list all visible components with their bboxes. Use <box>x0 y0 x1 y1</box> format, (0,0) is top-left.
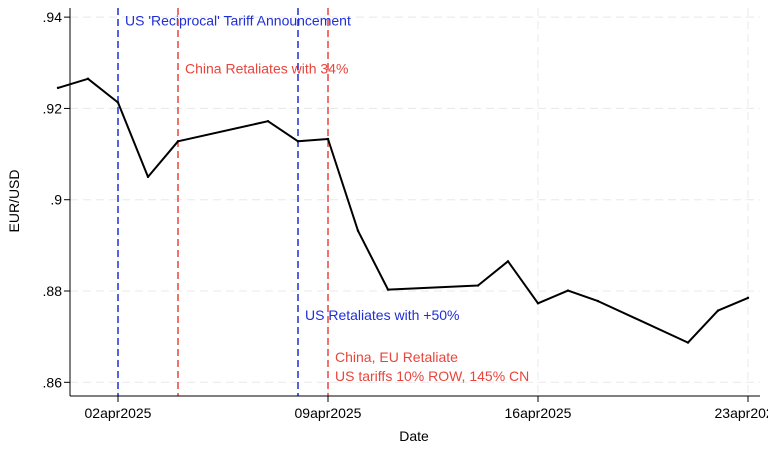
data-point <box>326 137 330 141</box>
x-axis-title: Date <box>399 428 429 444</box>
series-group <box>56 77 750 344</box>
data-point <box>596 299 600 303</box>
data-point <box>356 229 360 232</box>
event-label: US Retaliates with +50% <box>305 307 459 323</box>
x-tick-label: 09apr2025 <box>295 405 362 421</box>
y-tick-label: .94 <box>43 9 63 25</box>
y-axis-title: EUR/USD <box>6 169 22 232</box>
data-point <box>506 260 510 263</box>
y-tick-label: .9 <box>50 192 62 208</box>
data-point <box>686 341 690 344</box>
x-tick-label: 16apr2025 <box>505 405 572 421</box>
event-label: US tariffs 10% ROW, 145% CN <box>335 368 529 384</box>
data-point <box>86 77 90 80</box>
data-point <box>566 289 570 292</box>
data-point <box>146 175 150 179</box>
axes: .86 .88 .9 .92 .94 02apr2025 09apr2025 16apr202… <box>43 8 768 421</box>
data-point <box>746 296 750 300</box>
grid-lines <box>70 8 760 396</box>
y-tick-label: .88 <box>43 283 63 299</box>
data-point <box>266 120 270 123</box>
data-point <box>296 140 300 143</box>
x-tick-label: 23apr2025 <box>715 405 768 421</box>
y-tick-label: .86 <box>43 374 63 390</box>
data-point <box>176 140 180 143</box>
data-point <box>56 86 60 90</box>
data-point <box>716 309 720 312</box>
data-point <box>116 101 120 104</box>
data-point <box>386 288 390 291</box>
event-label: China Retaliates with 34% <box>185 61 348 77</box>
y-tick-label: .92 <box>43 100 63 116</box>
x-tick-label: 02apr2025 <box>85 405 152 421</box>
data-point <box>536 302 540 305</box>
event-label: China, EU Retaliate <box>335 349 458 365</box>
axis-titles: Date EUR/USD <box>6 169 429 444</box>
data-point <box>476 284 480 287</box>
event-label: US 'Reciprocal' Tariff Announcement <box>125 12 351 28</box>
series-line <box>57 77 749 344</box>
event-lines: US 'Reciprocal' Tariff Announcement China… <box>117 8 529 396</box>
